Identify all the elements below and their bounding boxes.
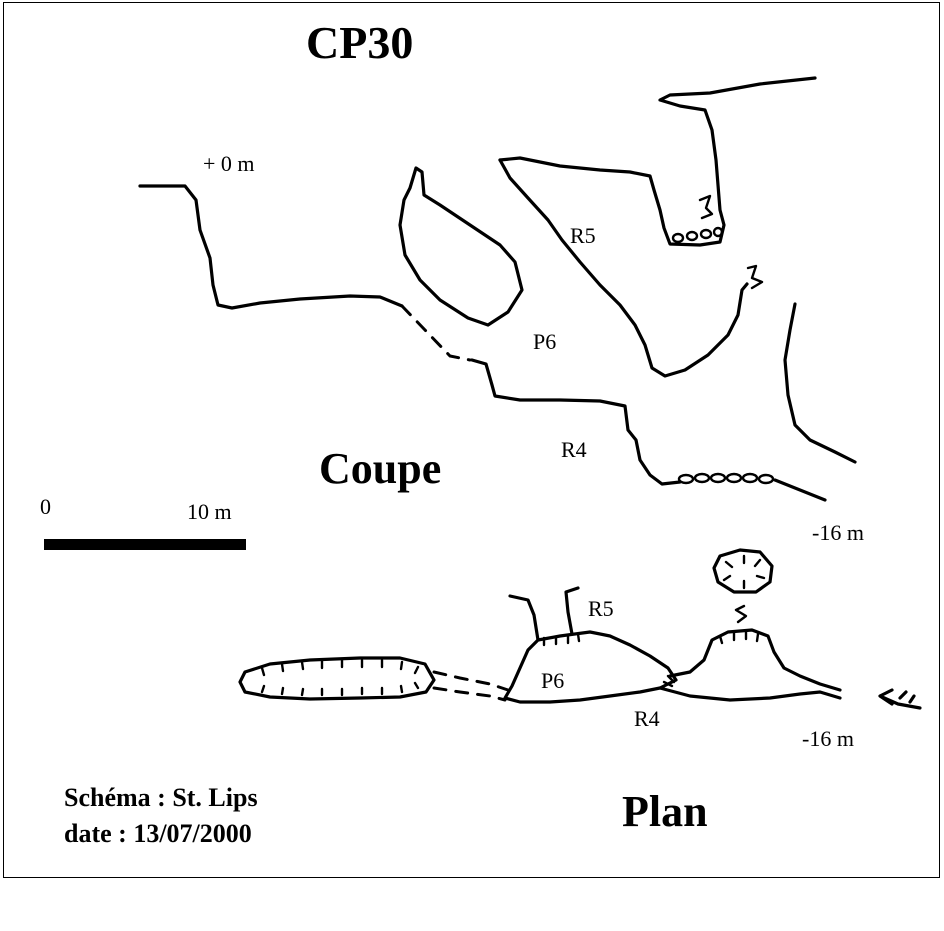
coupe-bottom-floor (773, 478, 827, 502)
scale-bar (44, 539, 246, 550)
coupe-r4-floor (470, 358, 682, 486)
credits-author: Schéma : St. Lips (64, 783, 258, 812)
coupe-boulders (677, 472, 775, 485)
coupe-heading: Coupe (319, 444, 442, 493)
plan-heading: Plan (622, 787, 708, 836)
plan-climb-symbol (734, 604, 748, 624)
plan-p6-chamber (503, 630, 678, 704)
plan-label-r5: R5 (588, 596, 614, 621)
plan-shaft-hachures (722, 554, 766, 590)
coupe-depth-top: + 0 m (203, 151, 255, 176)
plan-r5-arms (508, 586, 580, 642)
coupe-p6-shaft (498, 158, 749, 378)
coupe-r5-marks (671, 194, 764, 290)
plan-drawing (238, 548, 922, 710)
drawing-frame (3, 2, 940, 878)
coupe-section-drawing (138, 76, 857, 502)
plan-depth: -16 m (802, 726, 854, 751)
plan-label-p6: P6 (541, 668, 565, 693)
coupe-label-p6: P6 (533, 329, 557, 354)
plan-unexplored-link (432, 670, 510, 692)
credits-date: date : 13/07/2000 (64, 819, 252, 848)
plan-right-chamber-hachures (662, 630, 760, 688)
plan-right-chamber (668, 628, 842, 692)
coupe-depth-bottom: -16 m (812, 520, 864, 545)
plan-r4-floor (658, 686, 842, 702)
scale-end-label: 10 m (187, 499, 232, 524)
coupe-label-r5: R5 (570, 223, 596, 248)
coupe-rock-pillar (398, 166, 524, 327)
plan-shaft-opening (712, 548, 774, 594)
survey-title: CP30 (306, 17, 414, 68)
plan-left-chamber (238, 656, 436, 701)
plan-left-chamber-hachures (260, 658, 420, 697)
plan-r5-hachures (542, 632, 581, 647)
coupe-unexplored-passage (400, 304, 472, 362)
coupe-label-r4: R4 (561, 437, 587, 462)
plan-entrance-arrow (878, 688, 922, 710)
scale-start-label: 0 (40, 494, 51, 519)
plan-label-r4: R4 (634, 706, 660, 731)
coupe-left-wall (138, 184, 404, 310)
coupe-right-wall (783, 302, 857, 464)
plan-unexplored-link-lower (432, 686, 507, 702)
